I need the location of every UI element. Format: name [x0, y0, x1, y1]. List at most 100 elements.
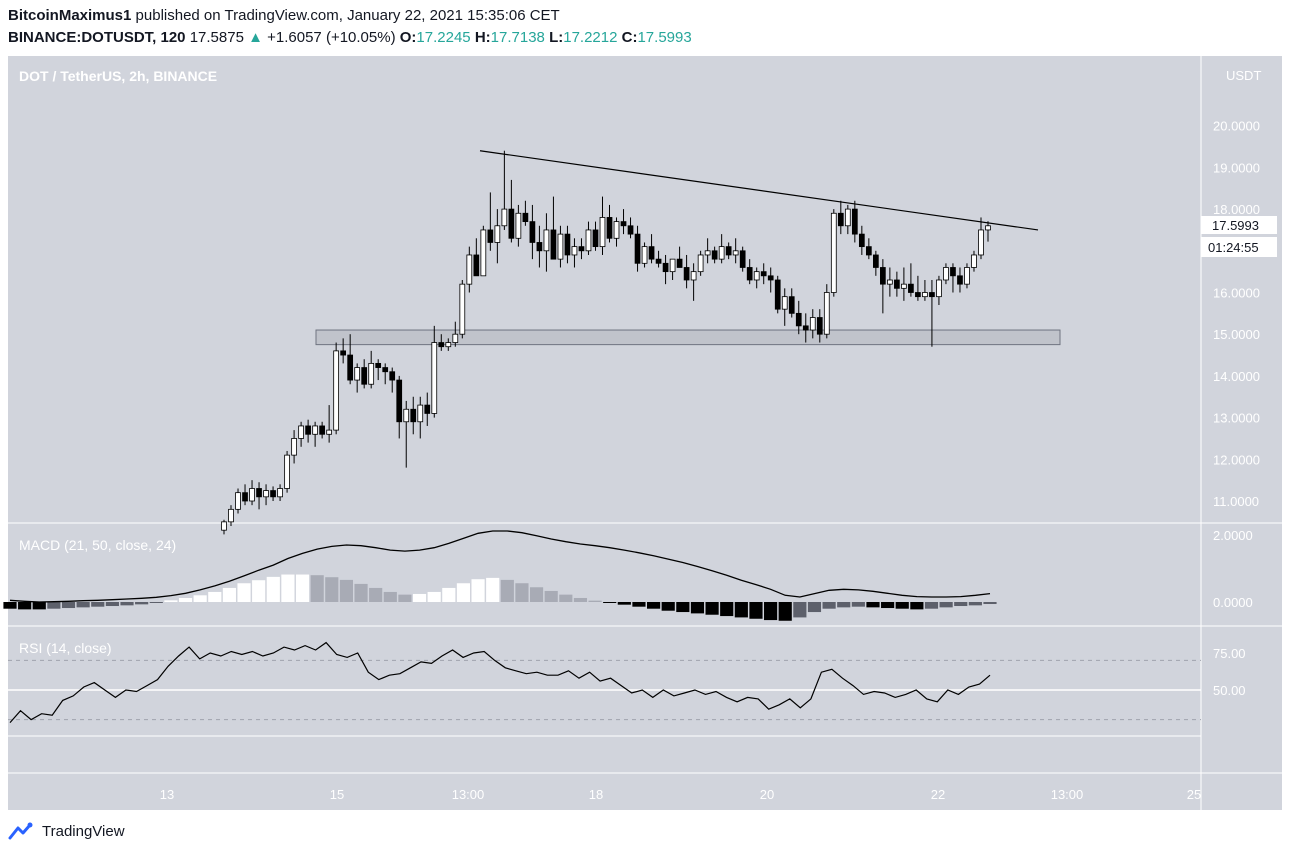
- candle: [795, 300, 802, 335]
- candle: [291, 430, 297, 464]
- candle-body: [305, 425, 311, 435]
- candle: [648, 234, 655, 264]
- candle: [669, 258, 676, 280]
- candle-body: [396, 379, 403, 423]
- candle-body: [543, 229, 550, 252]
- macd-histogram-bar: [881, 602, 895, 609]
- macd-histogram-bar: [47, 602, 61, 609]
- candle: [873, 250, 879, 276]
- candle: [557, 225, 564, 268]
- candle: [235, 488, 241, 514]
- last-price-marker: 17.5993 01:24:55: [1201, 216, 1277, 257]
- candle: [844, 204, 851, 235]
- author-name[interactable]: BitcoinMaximus1: [8, 7, 132, 24]
- candle: [368, 350, 375, 389]
- macd-histogram-bar: [544, 590, 558, 602]
- macd-histogram-bar: [252, 580, 266, 602]
- candle: [473, 238, 480, 277]
- candle-body: [319, 425, 325, 435]
- candle: [578, 238, 585, 260]
- price-tick-label: 12.0000: [1213, 452, 1260, 467]
- macd-histogram-bar: [632, 602, 646, 607]
- macd-histogram-bar: [471, 579, 485, 602]
- candle: [739, 246, 746, 272]
- candle: [319, 421, 325, 439]
- candle: [957, 267, 963, 293]
- candle: [760, 263, 767, 285]
- rsi-label: RSI (14, close): [19, 640, 112, 656]
- candle-body: [809, 317, 816, 331]
- macd-histogram-bar: [559, 594, 573, 602]
- candle: [515, 204, 522, 247]
- rsi-line: [9, 641, 991, 723]
- macd-histogram-bar: [149, 602, 163, 603]
- macd-histogram-bar: [295, 574, 310, 602]
- candle-body: [753, 271, 760, 281]
- macd-histogram-bar: [837, 602, 851, 608]
- candle-body: [922, 292, 928, 298]
- macd-histogram-bar: [807, 602, 822, 613]
- candle: [837, 200, 844, 235]
- candle: [655, 250, 662, 268]
- candle: [774, 275, 781, 314]
- candle-body: [312, 425, 318, 435]
- macd-histogram: [3, 574, 997, 621]
- candle-body: [865, 246, 872, 256]
- macd-histogram-bar: [383, 591, 397, 602]
- macd-histogram-bar: [573, 597, 588, 602]
- candle: [270, 486, 276, 501]
- macd-histogram-bar: [822, 602, 836, 609]
- pane-separators: [8, 56, 1282, 810]
- candle-body: [732, 250, 739, 256]
- price-tick-label: 15.0000: [1213, 327, 1260, 342]
- candle-body: [648, 246, 655, 260]
- rsi-tick-label: 50.00: [1213, 683, 1246, 698]
- macd-tick-label: 0.0000: [1213, 595, 1253, 610]
- time-tick-label: 13:00: [1051, 787, 1084, 802]
- candle: [445, 338, 452, 351]
- candle: [340, 338, 347, 364]
- candle: [375, 359, 382, 381]
- publish-info: BitcoinMaximus1 published on TradingView…: [8, 7, 560, 24]
- candle-body: [781, 296, 788, 310]
- candle-body: [936, 279, 942, 298]
- candle: [459, 279, 466, 339]
- candle-body: [326, 429, 332, 435]
- published-text: published on TradingView.com, January 22…: [135, 7, 560, 24]
- candle: [894, 271, 900, 297]
- candle: [354, 363, 361, 393]
- candle: [915, 275, 921, 301]
- candle-body: [894, 279, 900, 289]
- tradingview-logo[interactable]: TradingView: [8, 822, 125, 840]
- close-label: C:: [621, 29, 638, 46]
- candle-body: [459, 283, 466, 335]
- candle: [887, 267, 893, 297]
- macd-histogram-bar: [193, 595, 207, 602]
- macd-histogram-bar: [851, 602, 865, 607]
- macd-histogram-bar: [354, 583, 368, 602]
- candle-body: [669, 258, 676, 273]
- tradingview-brand: TradingView: [42, 822, 125, 840]
- candle-body: [971, 254, 977, 268]
- macd-histogram-bar: [135, 602, 149, 605]
- symbol-info: BINANCE:DOTUSDT, 120 17.5875 ▲ +1.6057 (…: [8, 29, 692, 46]
- candle-body: [620, 221, 627, 227]
- candle: [277, 484, 283, 501]
- macd-histogram-bar: [515, 583, 529, 602]
- currency-label: USDT: [1226, 68, 1261, 83]
- macd-histogram-bar: [910, 602, 924, 610]
- candle-body: [802, 325, 809, 331]
- candle-body: [599, 217, 606, 248]
- candle: [823, 284, 830, 339]
- price-tick-label: 11.0000: [1213, 494, 1259, 509]
- candle: [249, 480, 255, 506]
- macd-histogram-bar: [266, 576, 280, 602]
- macd-histogram-bar: [76, 602, 90, 608]
- candle-body: [494, 225, 501, 243]
- candle: [543, 213, 550, 272]
- candle-body: [298, 425, 304, 439]
- macd-histogram-bar: [705, 602, 719, 615]
- candle: [620, 209, 627, 235]
- macd-histogram-bar: [749, 602, 763, 619]
